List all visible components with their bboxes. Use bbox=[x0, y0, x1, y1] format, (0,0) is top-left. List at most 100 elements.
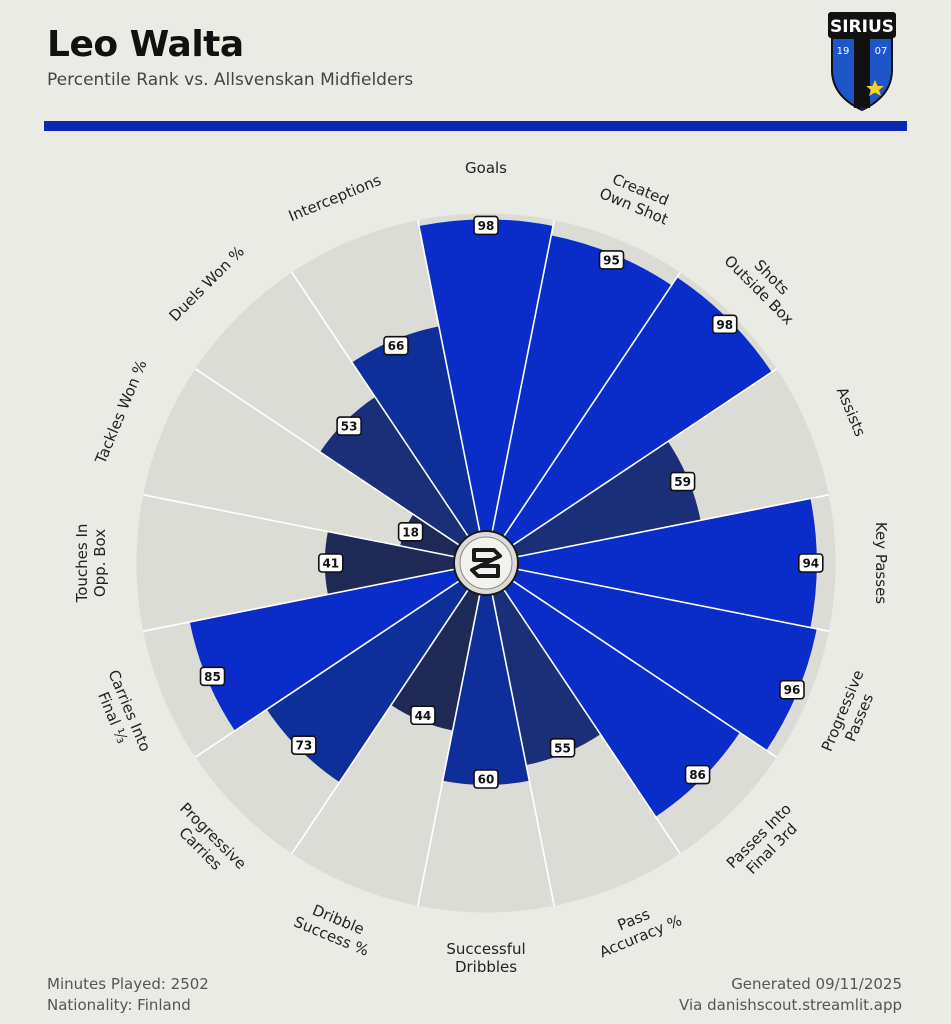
value-label-text: 60 bbox=[478, 773, 495, 787]
generated-date: Generated 09/11/2025 bbox=[731, 975, 902, 993]
footer-source: Generated 09/11/2025 Via danishscout.str… bbox=[679, 974, 902, 1016]
value-bar bbox=[418, 219, 554, 534]
value-label-text: 95 bbox=[603, 253, 620, 267]
value-label: 44 bbox=[410, 705, 436, 726]
slice-separators bbox=[135, 212, 837, 914]
value-label: 85 bbox=[199, 666, 226, 687]
value-label-text: 59 bbox=[674, 475, 691, 489]
value-bar bbox=[502, 277, 772, 547]
axis-label-line: Dribbles bbox=[455, 958, 517, 976]
value-labels: 98 95 98 59 94 96 86 55 60 44 73 85 41 18 53 66 bbox=[199, 215, 824, 789]
slice-separator bbox=[510, 579, 778, 759]
nationality: Nationality: Finland bbox=[47, 996, 191, 1014]
outer-ring bbox=[135, 212, 837, 914]
value-label: 66 bbox=[383, 335, 409, 356]
value-bar bbox=[502, 579, 740, 817]
axis-label-line: Key Passes bbox=[872, 522, 890, 604]
value-bar bbox=[351, 326, 481, 539]
axis-label-line: Interceptions bbox=[286, 171, 384, 225]
value-label-text: 18 bbox=[402, 525, 419, 539]
value-label-text: 55 bbox=[554, 741, 571, 755]
value-label-text: 53 bbox=[341, 420, 358, 434]
value-label-text: 66 bbox=[388, 339, 405, 353]
value-label: 41 bbox=[317, 553, 344, 573]
slice-separator bbox=[416, 592, 481, 907]
axis-label: Goals bbox=[465, 159, 507, 177]
center-logo-icon bbox=[453, 530, 519, 596]
value-label: 18 bbox=[397, 521, 424, 542]
value-bar bbox=[491, 587, 601, 766]
chart-subtitle: Percentile Rank vs. Allsvenskan Midfield… bbox=[47, 70, 414, 90]
axis-label: Interceptions bbox=[286, 171, 384, 225]
axis-label: Duels Won % bbox=[165, 242, 248, 325]
value-label: 98 bbox=[473, 215, 499, 236]
axis-label: Touches In Opp. Box bbox=[73, 524, 109, 604]
axis-label-line: Assists bbox=[833, 385, 869, 440]
crest-year-left: 19 bbox=[837, 46, 850, 57]
value-label-text: 44 bbox=[415, 709, 432, 723]
slice-separator bbox=[515, 568, 830, 633]
slice-separator bbox=[416, 219, 481, 534]
value-label-text: 96 bbox=[784, 683, 801, 697]
footer-info: Minutes Played: 2502 Nationality: Finlan… bbox=[47, 974, 209, 1016]
player-name: Leo Walta bbox=[47, 24, 244, 65]
crest-star-icon bbox=[866, 80, 884, 96]
value-bar bbox=[324, 531, 457, 595]
value-label-text: 98 bbox=[478, 219, 495, 233]
slice-separator bbox=[142, 568, 457, 633]
value-label: 95 bbox=[598, 250, 625, 270]
value-bar bbox=[442, 592, 530, 785]
axis-label: Assists bbox=[833, 385, 869, 440]
source-link[interactable]: Via danishscout.streamlit.app bbox=[679, 996, 902, 1014]
axis-label-line: Duels Won % bbox=[165, 242, 248, 325]
axis-label: Key Passes bbox=[872, 522, 890, 604]
value-label: 73 bbox=[291, 735, 317, 755]
value-label: 55 bbox=[549, 737, 576, 758]
axis-label-line: Touches In bbox=[73, 524, 91, 604]
value-label: 94 bbox=[797, 553, 824, 573]
slice-separator bbox=[491, 219, 556, 534]
slice-separator bbox=[502, 587, 682, 855]
value-bar bbox=[189, 568, 462, 731]
value-label: 98 bbox=[711, 314, 738, 335]
value-label-text: 94 bbox=[802, 557, 819, 571]
value-label: 60 bbox=[473, 769, 499, 789]
value-bar bbox=[510, 441, 701, 558]
value-label-text: 86 bbox=[689, 768, 706, 782]
slice-separator bbox=[194, 579, 462, 759]
value-label: 53 bbox=[336, 416, 362, 436]
value-label: 59 bbox=[669, 471, 696, 492]
slice-background bbox=[136, 494, 457, 632]
value-label-text: 41 bbox=[322, 557, 339, 571]
axis-label: Tackles Won % bbox=[91, 357, 150, 467]
slice-separator bbox=[290, 271, 470, 539]
axis-label-line: Successful bbox=[446, 940, 525, 958]
crest-banner bbox=[828, 12, 896, 38]
slice-separator bbox=[502, 271, 682, 539]
slice-separator bbox=[290, 587, 470, 855]
axis-label-line: Tackles Won % bbox=[91, 357, 150, 467]
slice-separator bbox=[510, 367, 778, 547]
slice-separator bbox=[515, 493, 830, 558]
axis-label-line: Opp. Box bbox=[91, 529, 109, 597]
value-label: 96 bbox=[779, 679, 805, 700]
crest-name: SIRIUS bbox=[830, 17, 894, 37]
slice-separator bbox=[491, 592, 556, 907]
header-rule bbox=[44, 121, 907, 131]
value-bar bbox=[266, 579, 470, 783]
minutes-played: Minutes Played: 2502 bbox=[47, 975, 209, 993]
value-label-text: 98 bbox=[716, 318, 733, 332]
value-label-text: 73 bbox=[295, 739, 312, 753]
value-label-text: 85 bbox=[204, 670, 221, 684]
axis-label-line: Goals bbox=[465, 159, 507, 177]
crest-year-right: 07 bbox=[875, 46, 888, 57]
